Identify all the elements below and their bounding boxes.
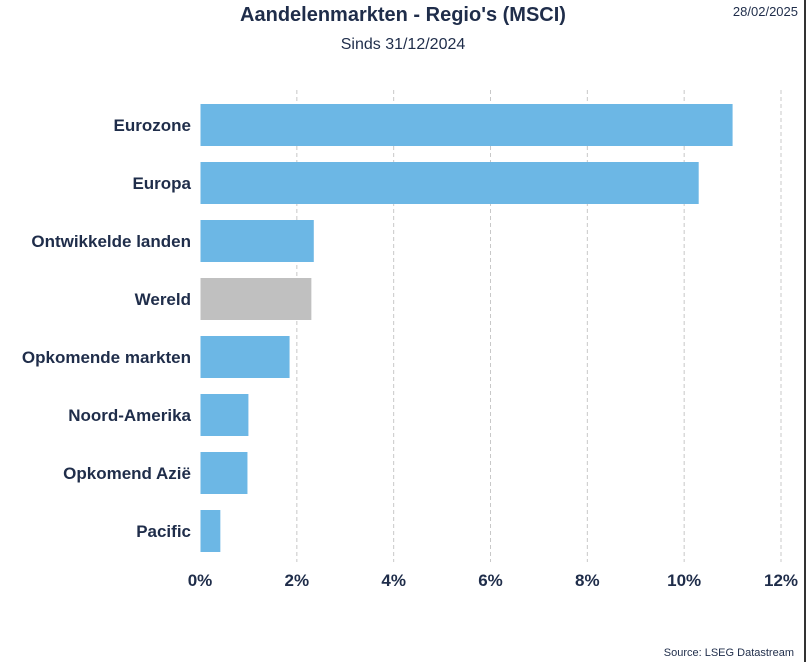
x-tick-label: 4% bbox=[381, 571, 406, 590]
date-label: 28/02/2025 bbox=[732, 4, 798, 19]
bar bbox=[200, 336, 290, 378]
category-label: Europa bbox=[132, 174, 191, 193]
x-tick-label: 12% bbox=[764, 571, 798, 590]
bar bbox=[200, 510, 221, 552]
x-tick-label: 6% bbox=[478, 571, 503, 590]
x-tick-label: 0% bbox=[188, 571, 213, 590]
x-tick-label: 10% bbox=[667, 571, 701, 590]
bar bbox=[200, 278, 312, 320]
chart-subtitle: Sinds 31/12/2024 bbox=[340, 36, 466, 53]
right-border bbox=[804, 0, 806, 662]
source-label: Source: LSEG Datastream bbox=[663, 647, 794, 659]
bar bbox=[200, 452, 248, 494]
category-label: Opkomende markten bbox=[22, 348, 191, 367]
bar bbox=[200, 394, 249, 436]
category-label: Pacific bbox=[136, 522, 191, 541]
chart-title: Aandelenmarkten - Regio's (MSCI) bbox=[240, 4, 566, 26]
bar bbox=[200, 162, 699, 204]
category-label: Wereld bbox=[135, 290, 191, 309]
category-label: Noord-Amerika bbox=[68, 406, 191, 425]
bar bbox=[200, 220, 314, 262]
bar bbox=[200, 104, 733, 146]
category-label: Eurozone bbox=[114, 116, 191, 135]
category-label: Opkomend Azië bbox=[63, 464, 191, 483]
x-tick-label: 8% bbox=[575, 571, 600, 590]
category-label: Ontwikkelde landen bbox=[31, 232, 191, 251]
x-tick-label: 2% bbox=[285, 571, 310, 590]
